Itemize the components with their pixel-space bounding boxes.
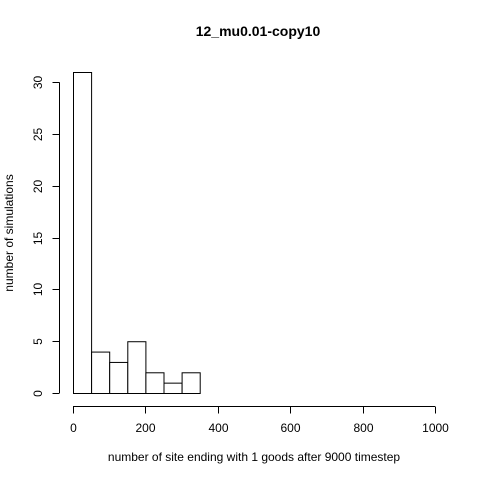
x-axis: 0 200 400 600 800 1000 bbox=[70, 406, 449, 435]
y-tick-label-10: 10 bbox=[31, 283, 45, 297]
bar-1 bbox=[91, 351, 111, 395]
y-axis-label: number of simulations bbox=[2, 174, 16, 291]
x-tick-label-600: 600 bbox=[280, 421, 300, 435]
bars bbox=[73, 72, 201, 395]
bar-0 bbox=[73, 72, 93, 394]
bar-6 bbox=[181, 372, 201, 394]
y-tick-label-5: 5 bbox=[31, 338, 45, 345]
bar-5 bbox=[163, 382, 183, 395]
y-tick-label-30: 30 bbox=[31, 76, 45, 90]
y-axis: 0 5 10 15 20 25 30 bbox=[31, 76, 60, 397]
x-tick-label-0: 0 bbox=[70, 421, 77, 435]
y-tick-label-25: 25 bbox=[31, 128, 45, 142]
x-tick-label-200: 200 bbox=[135, 421, 155, 435]
y-tick-label-20: 20 bbox=[31, 180, 45, 194]
x-tick-label-800: 800 bbox=[353, 421, 373, 435]
x-tick-label-1000: 1000 bbox=[422, 421, 449, 435]
y-tick-label-0: 0 bbox=[31, 390, 45, 397]
bar-2 bbox=[109, 361, 129, 395]
x-tick-label-400: 400 bbox=[208, 421, 228, 435]
chart-title: 12_mu0.01-copy10 bbox=[196, 23, 321, 39]
x-axis-label: number of site ending with 1 goods after… bbox=[108, 450, 401, 464]
bar-4 bbox=[145, 372, 165, 394]
y-tick-label-15: 15 bbox=[31, 232, 45, 246]
bar-3 bbox=[127, 341, 147, 394]
